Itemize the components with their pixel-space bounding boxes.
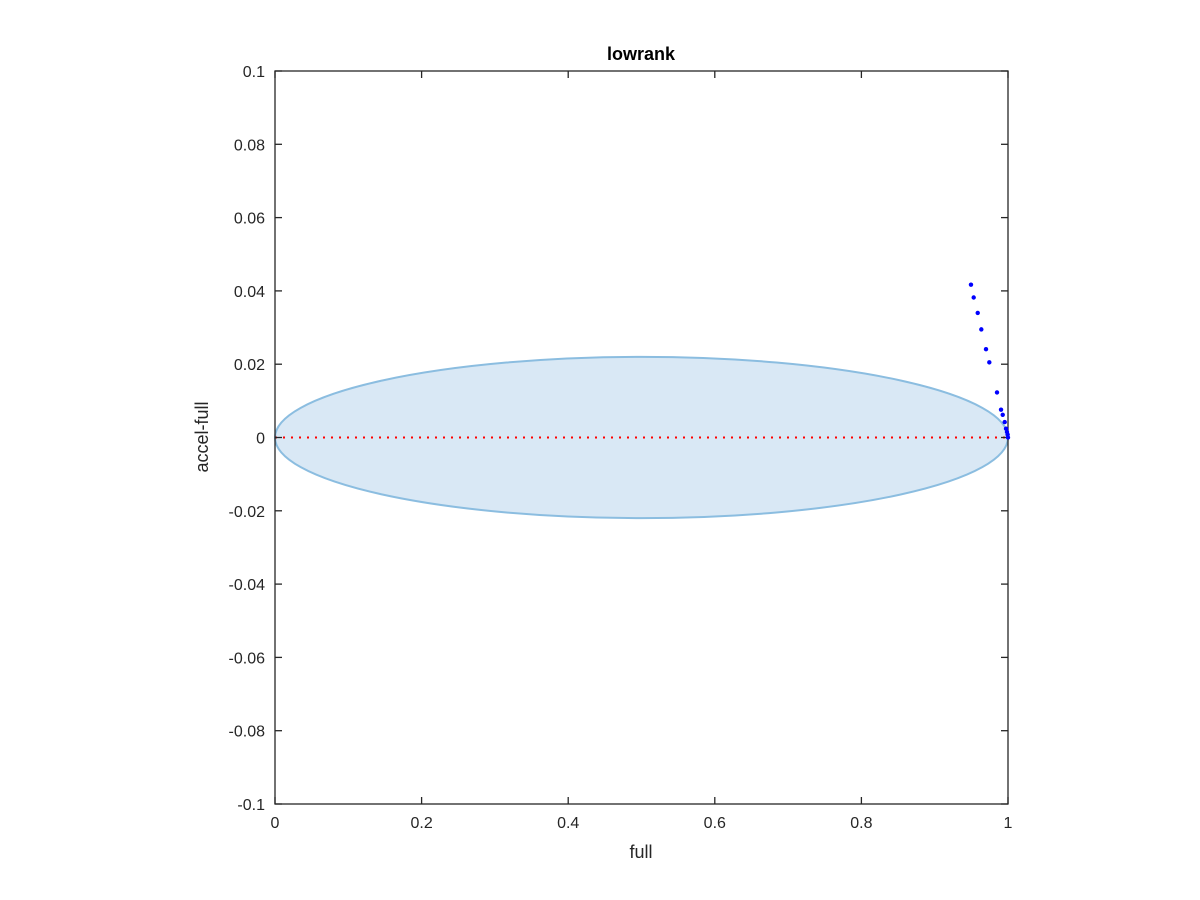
data-point bbox=[983, 346, 989, 352]
y-axis-label: accel-full bbox=[192, 401, 212, 472]
data-point bbox=[1002, 419, 1007, 425]
data-point bbox=[975, 310, 980, 316]
x-tick-label: 1 bbox=[1004, 815, 1013, 832]
chart-title: lowrank bbox=[607, 44, 676, 64]
ellipse-region bbox=[274, 355, 1009, 520]
x-tick-label: 0 bbox=[271, 815, 280, 832]
data-point bbox=[998, 407, 1004, 412]
data-point bbox=[987, 360, 992, 365]
y-tick-label: 0.04 bbox=[234, 284, 265, 301]
y-tick-label: -0.08 bbox=[229, 724, 266, 741]
data-point bbox=[1003, 426, 1009, 431]
x-axis-label: full bbox=[629, 842, 652, 862]
y-tick-label: 0 bbox=[256, 431, 265, 448]
data-point bbox=[971, 295, 976, 300]
data-point bbox=[1005, 435, 1011, 440]
x-tick-label: 0.8 bbox=[850, 815, 872, 832]
y-tick-label: 0.06 bbox=[234, 211, 265, 228]
y-tick-label: -0.06 bbox=[229, 650, 266, 667]
plot-area: 0 0.2 0.4 0.6 0.8 1 0.1 0.08 0.06 0.04 0.02 0 -0.02 -… bbox=[229, 64, 1013, 832]
x-tick-label: 0.4 bbox=[557, 815, 579, 832]
y-tick-label: 0.1 bbox=[243, 64, 265, 81]
x-tick-label: 0.2 bbox=[410, 815, 432, 832]
data-point bbox=[979, 327, 984, 332]
data-point bbox=[1000, 412, 1005, 417]
x-tick-label: 0.6 bbox=[704, 815, 726, 832]
data-point bbox=[968, 282, 974, 287]
data-point bbox=[994, 390, 1000, 395]
y-tick-label: 0.08 bbox=[234, 137, 265, 154]
y-tick-label: 0.02 bbox=[234, 357, 265, 374]
y-tick-label: -0.02 bbox=[229, 504, 266, 521]
y-tick-label: -0.1 bbox=[237, 797, 265, 814]
y-tick-label: -0.04 bbox=[229, 577, 266, 594]
